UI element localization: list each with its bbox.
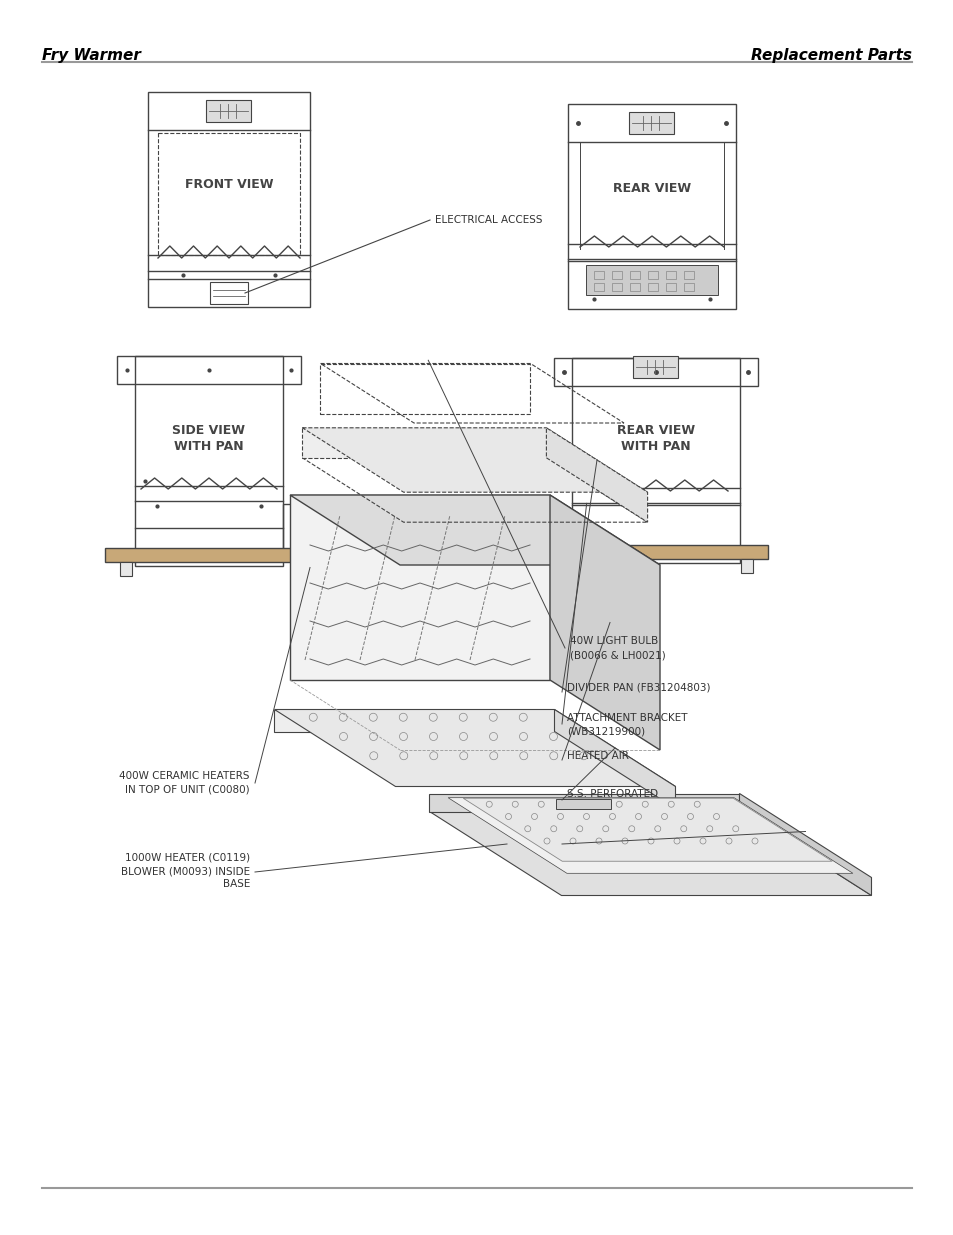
Text: DIVIDER PAN (FB31204803): DIVIDER PAN (FB31204803)	[566, 683, 710, 693]
Polygon shape	[740, 559, 752, 573]
Text: BASE: BASE	[222, 879, 250, 889]
Text: ELECTRICAL ACCESS: ELECTRICAL ACCESS	[435, 215, 542, 225]
Text: 1000W HEATER (C0119): 1000W HEATER (C0119)	[125, 853, 250, 863]
Text: FRONT VIEW: FRONT VIEW	[185, 178, 273, 191]
Text: 400W CERAMIC HEATERS: 400W CERAMIC HEATERS	[119, 771, 250, 781]
Polygon shape	[302, 427, 647, 493]
Polygon shape	[556, 799, 611, 809]
Polygon shape	[558, 559, 571, 573]
Text: S.S. PERFORATED: S.S. PERFORATED	[566, 789, 658, 799]
Text: Replacement Parts: Replacement Parts	[750, 48, 911, 63]
Text: HEATED AIR: HEATED AIR	[566, 751, 628, 761]
Polygon shape	[546, 427, 647, 522]
Text: REAR VIEW: REAR VIEW	[617, 424, 695, 437]
Text: (B0066 & LH0021): (B0066 & LH0021)	[569, 650, 665, 659]
Polygon shape	[290, 495, 659, 564]
Text: SIDE VIEW: SIDE VIEW	[172, 424, 245, 437]
Text: REAR VIEW: REAR VIEW	[612, 182, 690, 195]
Polygon shape	[429, 811, 871, 895]
Polygon shape	[274, 709, 554, 731]
Polygon shape	[429, 794, 739, 811]
Polygon shape	[629, 112, 674, 135]
Polygon shape	[554, 709, 675, 809]
Polygon shape	[274, 709, 675, 787]
Text: BLOWER (M0093) INSIDE: BLOWER (M0093) INSIDE	[121, 866, 250, 876]
Text: WITH PAN: WITH PAN	[620, 440, 690, 453]
Text: IN TOP OF UNIT (C0080): IN TOP OF UNIT (C0080)	[125, 784, 250, 794]
Polygon shape	[585, 266, 718, 295]
Polygon shape	[448, 798, 852, 873]
Polygon shape	[395, 562, 408, 576]
Polygon shape	[543, 545, 767, 559]
Polygon shape	[120, 562, 132, 576]
Polygon shape	[290, 495, 550, 680]
Polygon shape	[739, 794, 871, 895]
Text: INSERT PAN: INSERT PAN	[566, 846, 626, 856]
Text: (WB31219900): (WB31219900)	[566, 726, 644, 736]
Text: WITH PAN: WITH PAN	[174, 440, 244, 453]
Polygon shape	[550, 495, 659, 750]
Polygon shape	[463, 798, 831, 861]
Text: ATTACHMENT BRACKET: ATTACHMENT BRACKET	[566, 713, 687, 722]
Text: Fry Warmer: Fry Warmer	[42, 48, 141, 63]
Polygon shape	[105, 548, 422, 562]
Text: S.S. COUNTER TOP: S.S. COUNTER TOP	[566, 832, 664, 844]
Polygon shape	[302, 427, 546, 458]
Text: HOLDING PAN. (P0121): HOLDING PAN. (P0121)	[566, 802, 686, 811]
Text: 40W LIGHT BULB: 40W LIGHT BULB	[569, 636, 658, 646]
Text: COUNTER: COUNTER	[430, 622, 484, 634]
Polygon shape	[633, 356, 678, 378]
Polygon shape	[206, 100, 252, 122]
